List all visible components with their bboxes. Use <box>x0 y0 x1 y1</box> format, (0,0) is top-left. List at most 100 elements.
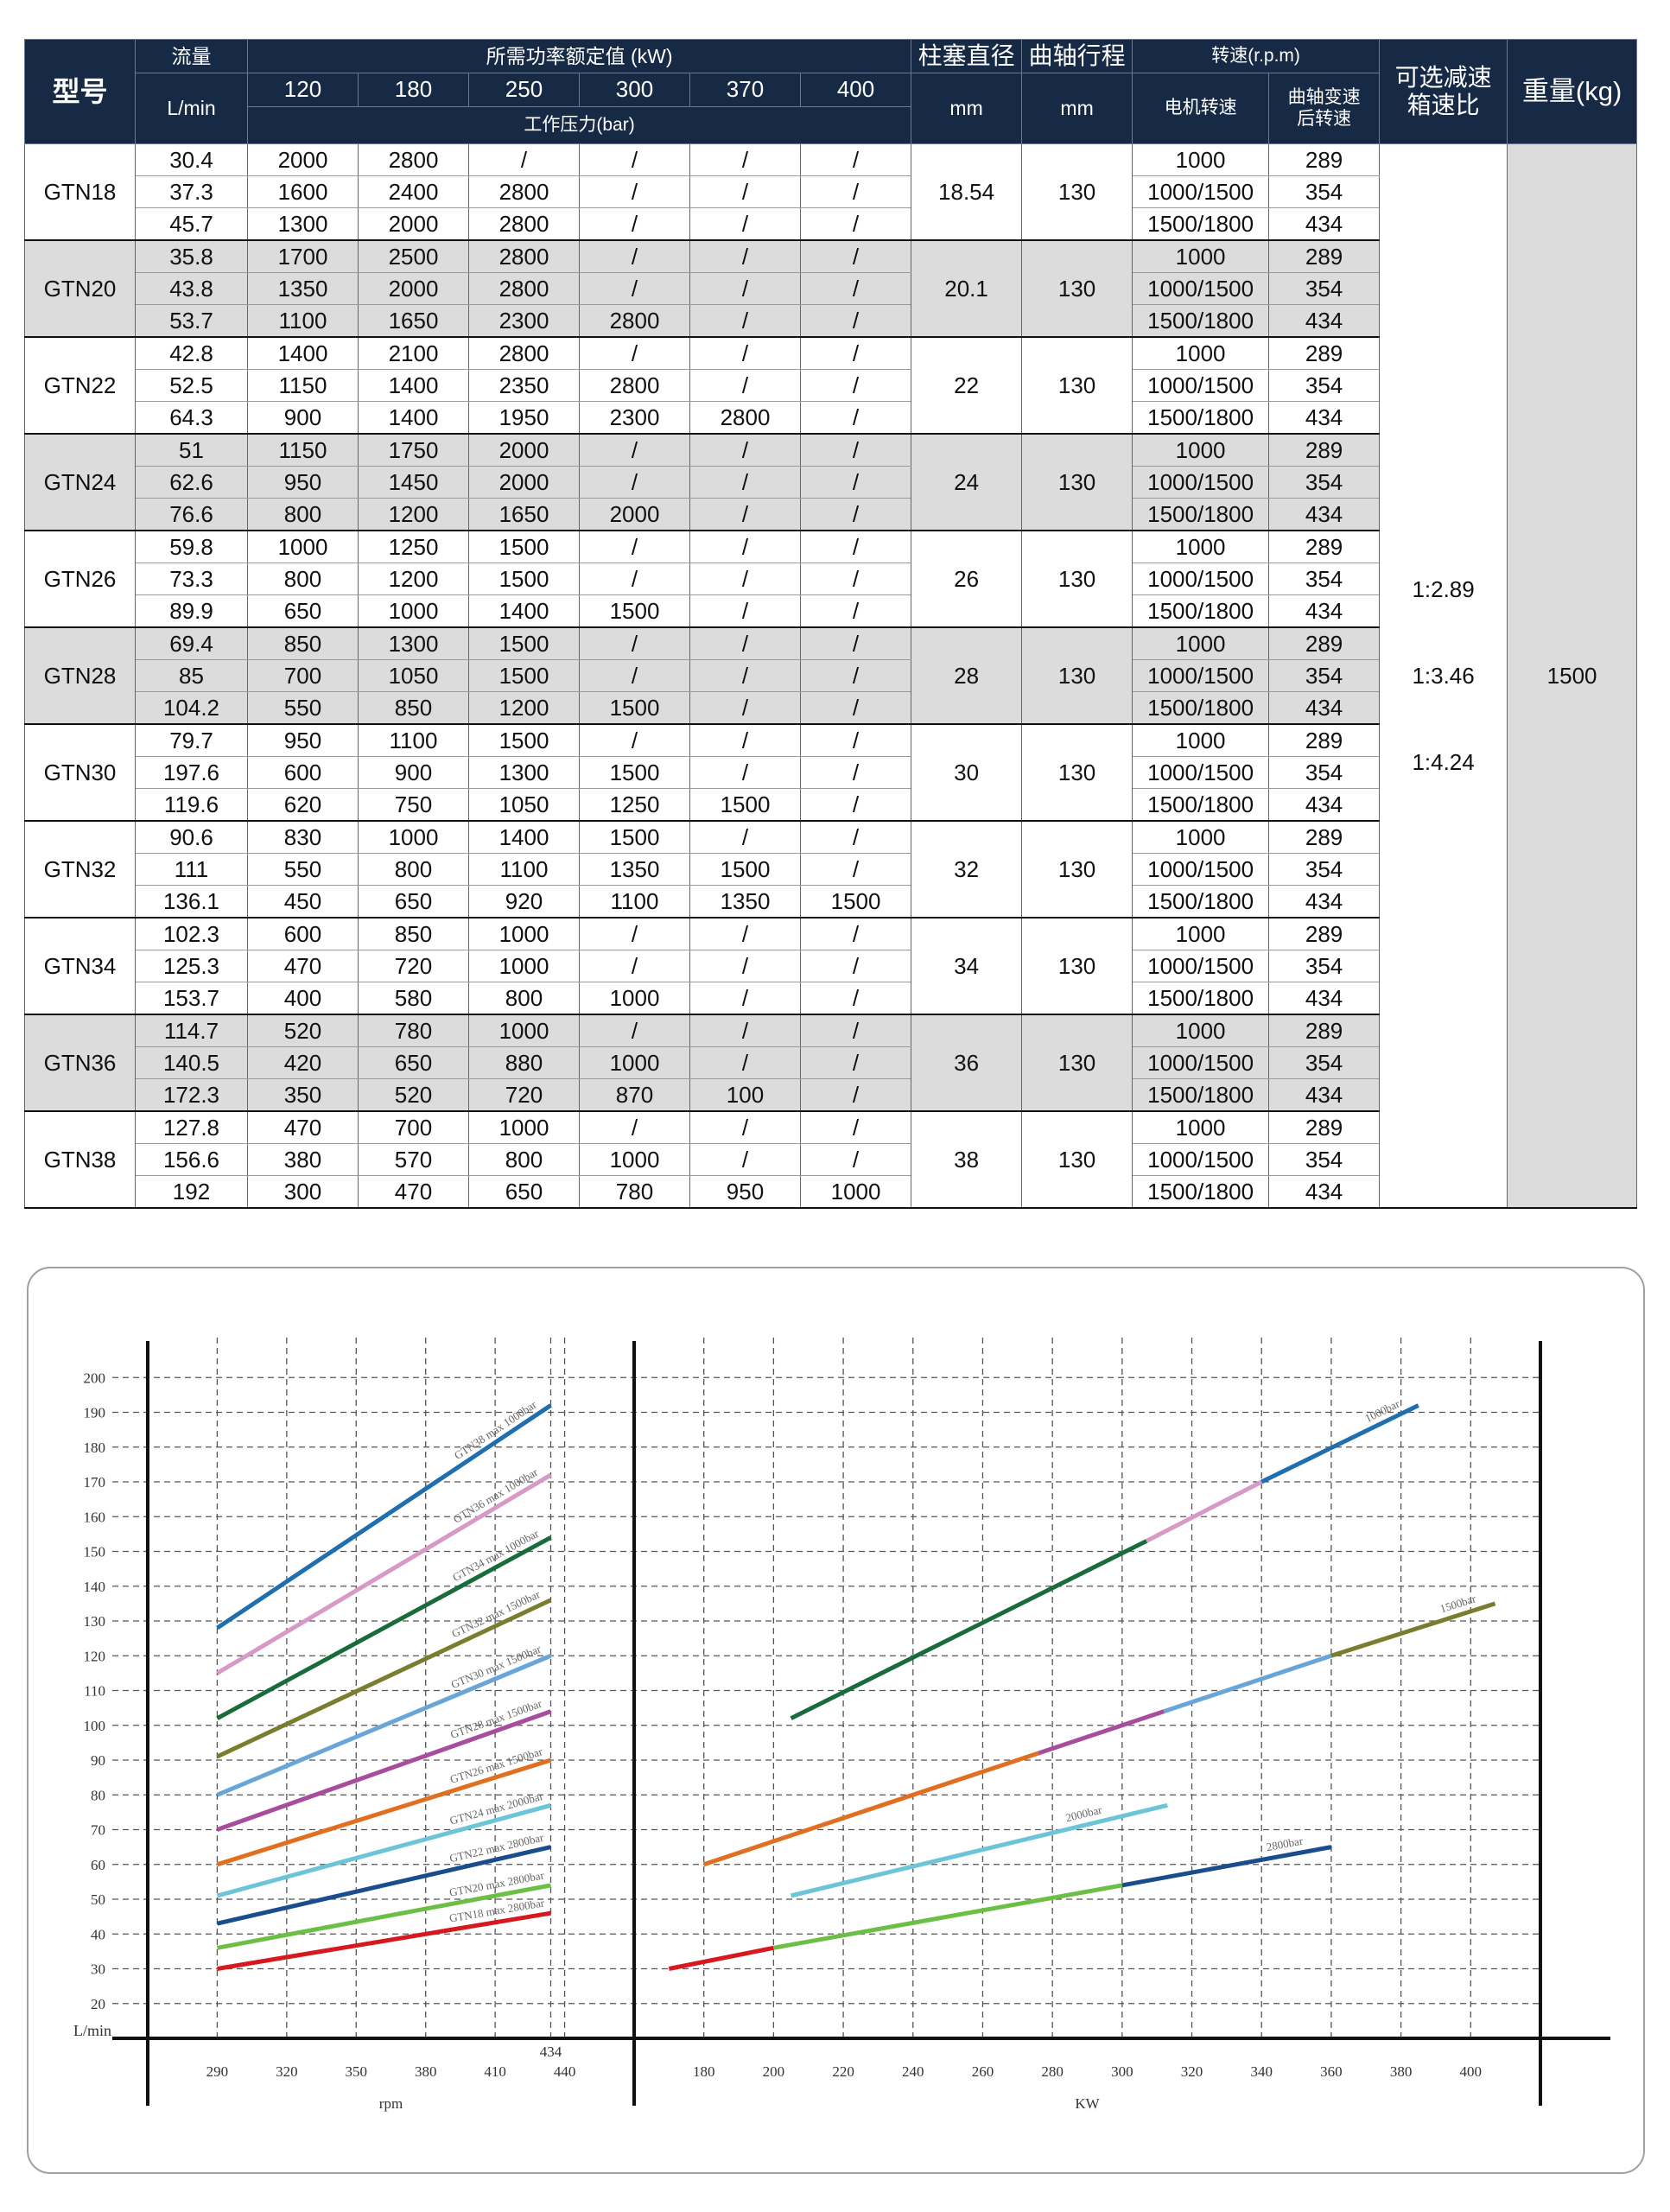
pressure-cell: / <box>799 563 912 595</box>
table-row: 64.3 900 1400 1950 2300 2800/ 1500/1800 434 <box>25 401 1637 435</box>
flow-cell: 73.3 <box>135 563 248 595</box>
y-tick-label: 160 <box>84 1509 106 1525</box>
table-row: GTN28 69.4 850 1300 1500///28 130 1000 289 <box>24 627 1637 725</box>
pressure-cell: / <box>689 304 801 338</box>
pressure-cell: 1500 <box>689 788 801 822</box>
pressure-cell: 1500 <box>579 756 690 789</box>
x-tick-label: 434 <box>540 2044 562 2060</box>
table-row: 119.6 620 750 1050 1250 1500/ 1500/1800 434 <box>25 788 1637 822</box>
pressure-cell: / <box>799 918 912 950</box>
pressure-cell: 600 <box>247 756 359 789</box>
header-cell: mm <box>1021 73 1133 144</box>
y-tick-label: 130 <box>84 1613 106 1630</box>
pressure-cell: 1500 <box>468 531 580 563</box>
output-speed-cell: 354 <box>1268 369 1381 402</box>
stroke-cell: 130 <box>1021 1014 1133 1112</box>
series-line <box>1260 1403 1419 1484</box>
plunger-cell: 22 <box>911 337 1023 435</box>
chart-panel: 20 30 40 50 60 70 80 90 100 110 120 130 140 150 160 170… <box>27 1267 1645 2174</box>
pressure-cell: 700 <box>358 1111 469 1144</box>
pressure-cell: 1000 <box>468 1014 580 1047</box>
pressure-cell: / <box>689 1111 801 1144</box>
motor-speed-cell: 1000/1500 <box>1132 466 1270 499</box>
pressure-cell: 2800 <box>358 143 469 176</box>
plunger-cell: 34 <box>911 918 1023 1015</box>
output-speed-cell: 289 <box>1268 821 1381 854</box>
table-row: 73.3 800 1200 1500///1000/1500 354 <box>25 563 1637 595</box>
x-tick-label: 180 <box>693 2063 715 2080</box>
output-speed-cell: 434 <box>1268 594 1381 628</box>
pressure-cell: 2800 <box>468 240 580 273</box>
pressure-cell: 420 <box>247 1046 359 1079</box>
series-line <box>216 1598 552 1759</box>
pressure-cell: 800 <box>247 498 359 531</box>
pressure-cell: 2800 <box>468 272 580 305</box>
plunger-cell: 20.1 <box>911 240 1023 338</box>
pressure-cell: 1400 <box>468 594 580 628</box>
pressure-cell: 1200 <box>468 691 580 725</box>
motor-speed-cell: 1500/1800 <box>1132 304 1270 338</box>
table-row: 37.3 1600 2400 2800///1000/1500 354 <box>25 175 1637 208</box>
model-cell: GTN34 <box>24 918 136 1015</box>
flow-cell: 45.7 <box>135 207 248 241</box>
pressure-cell: 1000 <box>579 1046 690 1079</box>
pressure-cell: 1500 <box>468 627 580 660</box>
x-tick-label: 300 <box>1111 2063 1133 2080</box>
pressure-cell: / <box>689 143 801 176</box>
pressure-cell: 550 <box>247 853 359 886</box>
motor-speed-cell: 1500/1800 <box>1132 1175 1270 1209</box>
series-line <box>216 1758 552 1867</box>
output-speed-cell: 354 <box>1268 466 1381 499</box>
pressure-cell: 1400 <box>358 369 469 402</box>
pressure-cell: / <box>579 207 690 241</box>
pressure-cell: 1950 <box>468 401 580 435</box>
series-line <box>216 1845 552 1926</box>
header-row: 工作压力(bar) <box>25 106 1637 144</box>
pressure-cell: 2800 <box>468 207 580 241</box>
pressure-cell: / <box>689 1046 801 1079</box>
plunger-cell: 32 <box>911 821 1023 918</box>
pressure-cell: 470 <box>247 950 359 982</box>
x-tick-label: 260 <box>972 2063 994 2080</box>
pressure-cell: / <box>799 756 912 789</box>
table-row: 45.7 1300 2000 2800///1500/1800 434 <box>25 207 1637 241</box>
output-speed-cell: 434 <box>1268 788 1381 822</box>
pressure-cell: / <box>799 1046 912 1079</box>
x-axis-label: rpm <box>379 2095 403 2112</box>
table-row: GTN22 42.8 1400 2100 2800///22 130 1000 289 <box>24 337 1637 435</box>
flow-cell: 62.6 <box>135 466 248 499</box>
series-line <box>1038 1709 1165 1756</box>
y-tick-label: 140 <box>84 1579 106 1595</box>
flow-cell: 85 <box>135 659 248 692</box>
header-cell: 转速(r.p.m) <box>1132 39 1381 73</box>
motor-speed-cell: 1000 <box>1132 1014 1270 1047</box>
table-row: 89.9 650 1000 1400 1500//1500/1800 434 <box>25 594 1637 628</box>
pressure-cell: 1350 <box>689 885 801 918</box>
motor-speed-cell: 1000/1500 <box>1132 659 1270 692</box>
pressure-cell: / <box>799 659 912 692</box>
table-row: 125.3 470 720 1000///1000/1500 354 <box>25 950 1637 982</box>
pressure-cell: 2800 <box>579 304 690 338</box>
pressure-cell: 550 <box>247 691 359 725</box>
table-row: GTN38 127.8 470 700 1000///38 130 1000 289 <box>24 1111 1637 1209</box>
pressure-cell: 850 <box>358 918 469 950</box>
motor-speed-cell: 1500/1800 <box>1132 885 1270 918</box>
model-cell: GTN18 <box>24 143 136 241</box>
pressure-cell: 300 <box>247 1175 359 1209</box>
pressure-cell: / <box>799 627 912 660</box>
pressure-cell: / <box>579 918 690 950</box>
x-tick-label: 240 <box>902 2063 924 2080</box>
output-speed-cell: 289 <box>1268 240 1381 273</box>
table-row: 104.2 550 850 1200 1500//1500/1800 434 <box>25 691 1637 725</box>
plunger-cell: 24 <box>911 434 1023 531</box>
model-cell: GTN28 <box>24 627 136 725</box>
pressure-cell: / <box>799 401 912 435</box>
pressure-cell: / <box>689 175 801 208</box>
output-speed-cell: 434 <box>1268 885 1381 918</box>
motor-speed-cell: 1000 <box>1132 434 1270 467</box>
pressure-cell: 1200 <box>358 498 469 531</box>
table-row: 53.7 1100 1650 2300 2800//1500/1800 434 <box>25 304 1637 338</box>
flow-cell: 111 <box>135 853 248 886</box>
pressure-cell: 950 <box>247 466 359 499</box>
header-cell: 250 <box>468 73 580 107</box>
